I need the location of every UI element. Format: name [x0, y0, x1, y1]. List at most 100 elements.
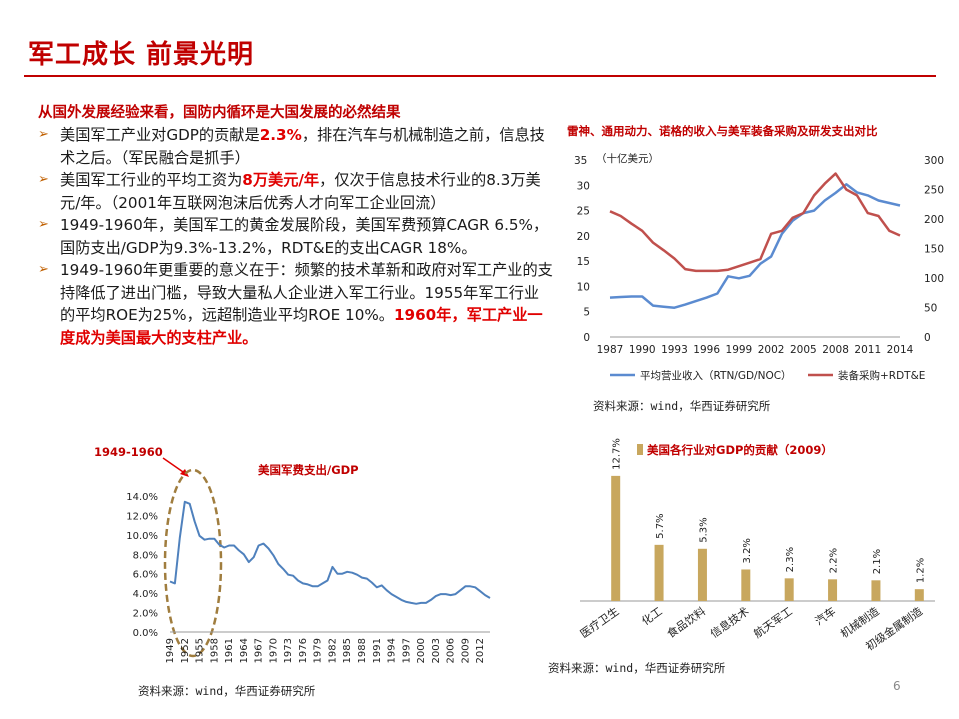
x-tick-label: 1958	[209, 638, 220, 663]
y-tick-label: 6.0%	[133, 570, 158, 581]
bar-value-label: 3.2%	[742, 538, 753, 563]
bar	[611, 475, 621, 601]
chart-military-spending-gdp: 1949-1960 美国军费支出/GDP 0.0% 2.0% 4.0% 6.0% 8.0% 1…	[94, 445, 491, 663]
chart-title-revenue: 雷神、通用动力、诺格的收入与美军装备采购及研发支出对比	[567, 124, 878, 138]
bar-value-label: 12.7%	[612, 438, 623, 470]
y-tick-label: 14.0%	[126, 492, 158, 503]
annotation-arrowhead-icon	[180, 469, 189, 477]
bullet-arrow-icon: ➢	[38, 127, 49, 142]
x-tick-label: 2012	[475, 638, 486, 663]
left-axis-unit: （十亿美元）	[596, 152, 659, 165]
bar-value-label: 5.3%	[698, 517, 709, 542]
bullet-text: 1949-1960年，美国军工的黄金发展阶段，美国军费预算CAGR 6.5%，国…	[60, 216, 549, 257]
title-divider	[24, 75, 936, 77]
chart-title-military: 美国军费支出/GDP	[258, 463, 359, 477]
bar-value-label: 2.3%	[785, 547, 796, 572]
x-tick-label: 1952	[180, 638, 191, 663]
y-left-tick-label: 25	[577, 206, 590, 218]
x-tick-label: 1976	[298, 638, 309, 663]
x-tick-label: 1961	[224, 638, 235, 663]
bar	[784, 578, 794, 601]
y-left-tick-label: 35	[574, 155, 587, 167]
x-tick-label: 2014	[887, 344, 914, 356]
series-line-military	[169, 500, 491, 605]
y-right-tick-label: 50	[924, 303, 937, 315]
bar	[871, 580, 881, 601]
highlight-text: 1960年，军工产业一度成为美国最大的支柱产业。	[60, 306, 543, 347]
chart-industry-gdp-contribution: 美国各行业对GDP的贡献（2009） 12.7% 医疗卫生 5.7% 化工 5.3% 食品饮…	[577, 438, 935, 653]
x-tick-label: 1982	[327, 638, 338, 663]
x-tick-label: 1988	[357, 638, 368, 663]
x-tick-label: 2008	[822, 344, 849, 356]
y-tick-label: 0.0%	[133, 628, 158, 639]
bullet-text: ，排在汽车与机械制造之前，信息技术之后。（军民融合是抓手）	[60, 126, 545, 167]
y-right-tick-label: 0	[924, 332, 931, 344]
y-right-tick-label: 250	[924, 185, 944, 197]
annotation-label: 1949-1960	[94, 445, 163, 459]
section-subhead: 从国外发展经验来看，国防内循环是大国发展的必然结果	[38, 105, 401, 121]
y-left-tick-label: 10	[577, 281, 590, 293]
bar-value-label: 5.7%	[655, 513, 666, 538]
y-left-tick-label: 15	[577, 256, 590, 268]
x-tick-label: 1970	[268, 638, 279, 663]
bar	[697, 548, 707, 601]
x-tick-label: 1994	[387, 638, 398, 663]
bullet-text: 美国军工产业对GDP的贡献是	[60, 126, 260, 144]
x-tick-label: 1991	[372, 638, 383, 663]
page-title: 军工成长 前景光明	[28, 40, 255, 70]
y-tick-label: 12.0%	[126, 511, 158, 522]
highlight-text: 2.3%	[259, 126, 302, 144]
x-tick-label: 1955	[195, 638, 206, 663]
series-line-2	[609, 172, 901, 273]
category-label: 医疗卫生	[577, 604, 621, 641]
x-tick-label: 2011	[854, 344, 881, 356]
bullet-item: ➢ 1949-1960年，美国军工的黄金发展阶段，美国军费预算CAGR 6.5%，…	[38, 214, 553, 259]
x-tick-label: 1993	[661, 344, 688, 356]
x-tick-label: 1973	[283, 638, 294, 663]
bar	[654, 544, 664, 601]
bar-value-label: 1.2%	[915, 558, 926, 583]
x-tick-label: 2003	[431, 638, 442, 663]
category-label: 航天军工	[751, 604, 795, 641]
x-tick-label: 1999	[726, 344, 753, 356]
category-label: 食品饮料	[664, 604, 708, 641]
bullet-item: ➢ 美国军工行业的平均工资为8万美元/年，仅次于信息技术行业的8.3万美元/年。（…	[38, 169, 553, 214]
bullet-arrow-icon: ➢	[38, 217, 49, 232]
x-tick-label: 1979	[313, 638, 324, 663]
y-left-tick-label: 30	[577, 180, 590, 192]
page-number: 6	[893, 679, 901, 693]
x-tick-label: 1964	[239, 638, 250, 663]
source-note-bottom-left: 资料来源：wind，华西证券研究所	[138, 684, 316, 698]
legend-label-procurement: 装备采购+RDT&E	[838, 369, 925, 382]
source-note-top-right: 资料来源：wind，华西证券研究所	[593, 399, 771, 413]
x-tick-label: 1985	[342, 638, 353, 663]
y-left-tick-label: 20	[577, 231, 590, 243]
y-tick-label: 8.0%	[133, 550, 158, 561]
category-label: 化工	[639, 604, 665, 628]
highlight-ellipse	[163, 468, 223, 658]
legend-swatch	[637, 444, 643, 455]
bullet-item: ➢ 1949-1960年更重要的意义在于：频繁的技术革新和政府对军工产业的支持降低…	[38, 259, 553, 349]
x-tick-label: 1990	[629, 344, 656, 356]
y-right-tick-label: 300	[924, 155, 944, 167]
y-left-tick-label: 0	[583, 332, 590, 344]
y-right-tick-label: 150	[924, 244, 944, 256]
bullet-text: 1949-1960年更重要的意义在于：频繁的技术革新和政府对军工产业的支持降低了…	[60, 261, 553, 324]
bullet-text: 美国军工行业的平均工资为	[60, 171, 243, 189]
bar	[828, 579, 838, 601]
chart-revenue-vs-procurement: （十亿美元） 0 5 10 15 20 25 30 35 0 50 100 150 200 250 300 19…	[574, 152, 944, 382]
x-tick-label: 1967	[254, 638, 265, 663]
highlight-text: 8万美元/年	[242, 171, 320, 189]
y-right-tick-label: 200	[924, 214, 944, 226]
bar-value-label: 2.1%	[872, 549, 883, 574]
x-tick-label: 1997	[401, 638, 412, 663]
bullet-list: ➢ 美国军工产业对GDP的贡献是2.3%，排在汽车与机械制造之前，信息技术之后。（…	[38, 124, 553, 349]
legend-label-revenue: 平均营业收入（RTN/GD/NOC）	[640, 369, 792, 382]
source-note-bottom-right: 资料来源：wind，华西证券研究所	[548, 661, 726, 675]
y-tick-label: 2.0%	[133, 609, 158, 620]
bar-value-label: 2.2%	[829, 548, 840, 573]
x-tick-label: 2006	[446, 638, 457, 663]
category-label: 信息技术	[707, 604, 751, 641]
y-right-tick-label: 100	[924, 273, 944, 285]
x-tick-label: 1987	[597, 344, 624, 356]
